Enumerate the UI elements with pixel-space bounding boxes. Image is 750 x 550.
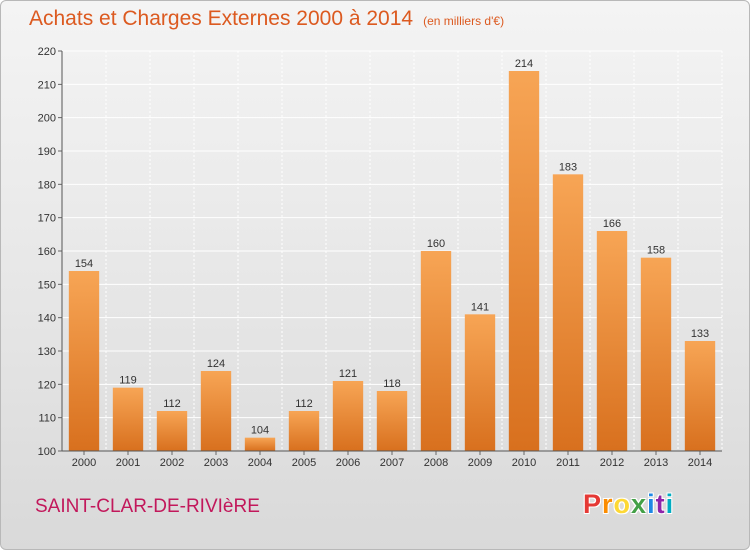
data-label-2004: 104 [251, 425, 269, 437]
bar-2011 [552, 174, 584, 452]
labels: 100 110 120 130 140 150 160 170 180 190 200 210 220 1… [38, 46, 713, 469]
x-tick-label-2000: 2000 [72, 457, 96, 469]
logo-letter: P [583, 489, 603, 519]
bar-2009 [464, 314, 496, 451]
data-label-2014: 133 [691, 328, 709, 340]
bars [68, 71, 716, 452]
x-tick-label-2009: 2009 [468, 457, 492, 469]
x-tick-label-2001: 2001 [116, 457, 140, 469]
bar-2002 [156, 411, 188, 451]
y-tick-label: 200 [38, 113, 56, 125]
logo-letter: t [655, 489, 666, 519]
data-label-2013: 158 [647, 245, 665, 257]
x-tick-label-2014: 2014 [688, 457, 712, 469]
bar-2005 [288, 411, 320, 451]
commune-name: SAINT-CLAR-DE-RIVIèRE [35, 496, 260, 517]
y-tick-label: 170 [38, 213, 56, 225]
data-label-2007: 118 [383, 378, 401, 390]
bar-2008 [420, 251, 452, 451]
x-tick-label-2011: 2011 [556, 457, 580, 469]
data-label-2011: 183 [559, 161, 577, 173]
x-tick-label-2012: 2012 [600, 457, 624, 469]
data-label-2001: 119 [119, 375, 137, 387]
bar-2012 [596, 231, 628, 451]
y-tick-label: 100 [38, 446, 56, 458]
x-tick-label-2002: 2002 [160, 457, 184, 469]
title-text: Achats et Charges Externes 2000 à 2014 [29, 7, 414, 30]
bar-2004 [244, 437, 276, 451]
x-tick-label-2013: 2013 [644, 457, 668, 469]
logo-letter: x [631, 489, 648, 519]
x-tick-label-2010: 2010 [512, 457, 536, 469]
y-tick-label: 150 [38, 279, 56, 291]
y-tick-label: 140 [38, 313, 56, 325]
proxiti-logo[interactable]: Proxiti [583, 489, 674, 520]
bar-2000 [68, 271, 100, 451]
y-tick-label: 120 [38, 379, 56, 391]
bar-2007 [376, 391, 408, 451]
y-tick-label: 130 [38, 346, 56, 358]
bar-2010 [508, 71, 540, 451]
x-tick-label-2006: 2006 [336, 457, 360, 469]
data-label-2008: 160 [427, 238, 445, 250]
x-tick-label-2005: 2005 [292, 457, 316, 469]
data-label-2002: 112 [163, 398, 181, 410]
data-label-2009: 141 [471, 301, 489, 313]
y-tick-label: 210 [38, 79, 56, 91]
chart-title: Achats et Charges Externes 2000 à 2014 (e… [29, 7, 504, 31]
bar-2001 [112, 387, 144, 451]
logo-letter: i [665, 489, 675, 519]
data-label-2003: 124 [207, 358, 225, 370]
chart-subtitle: (en milliers d'€) [423, 14, 505, 28]
bar-2006 [332, 381, 364, 451]
x-tick-label-2007: 2007 [380, 457, 404, 469]
x-tick-label-2004: 2004 [248, 457, 272, 469]
y-tick-label: 190 [38, 146, 56, 158]
logo-letter: i [647, 489, 656, 519]
y-tick-label: 180 [38, 179, 56, 191]
data-label-2000: 154 [75, 258, 93, 270]
data-label-2005: 112 [295, 398, 313, 410]
logo-letter: o [613, 489, 632, 519]
bar-2014 [684, 341, 716, 451]
y-tick-label: 160 [38, 246, 56, 258]
x-tick-label-2003: 2003 [204, 457, 228, 469]
data-label-2012: 166 [603, 218, 621, 230]
bar-2013 [640, 257, 672, 451]
bar-2003 [200, 371, 232, 451]
logo-letter: r [602, 489, 614, 519]
axes [58, 50, 722, 455]
y-tick-label: 220 [38, 46, 56, 58]
x-tick-label-2008: 2008 [424, 457, 448, 469]
data-label-2010: 214 [515, 58, 533, 70]
data-label-2006: 121 [339, 368, 357, 380]
y-tick-label: 110 [38, 413, 56, 425]
